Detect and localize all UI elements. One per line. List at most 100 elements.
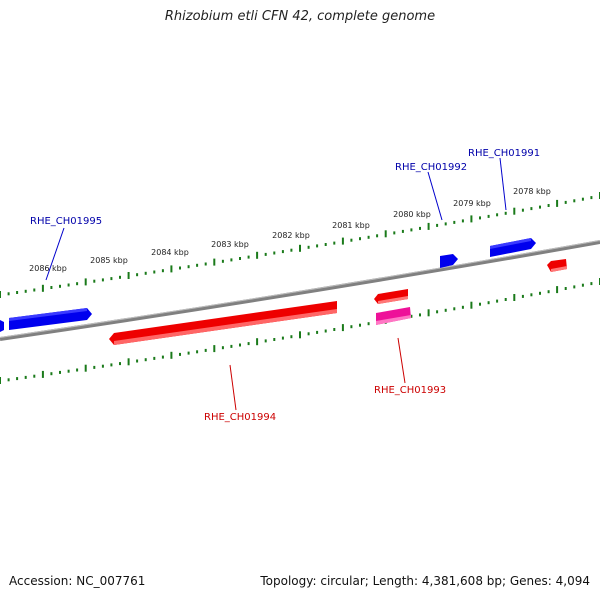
gene-labels: RHE_CH01995 RHE_CH01992 RHE_CH01991 RHE_…: [30, 148, 540, 423]
major-tick: [0, 291, 1, 298]
genome-backbone-highlight: [0, 240, 600, 338]
major-tick: [213, 258, 216, 266]
minor-tick: [196, 350, 199, 354]
major-tick: [513, 207, 516, 215]
minor-tick: [444, 222, 447, 226]
minor-tick: [564, 287, 567, 290]
minor-tick: [410, 228, 413, 232]
genome-backbone: [0, 240, 600, 341]
minor-tick: [7, 292, 10, 296]
leader-rhe-ch01991: [499, 157, 507, 211]
major-tick: [341, 324, 344, 332]
minor-tick: [521, 208, 524, 212]
accession-text: Accession: NC_007761: [9, 574, 146, 588]
minor-tick: [204, 348, 207, 352]
gene-rhe-ch01992[interactable]: [440, 254, 458, 268]
major-tick: [384, 230, 387, 238]
major-tick: [427, 309, 430, 317]
minor-tick: [290, 248, 293, 252]
gene-rhe-ch01991[interactable]: [490, 238, 536, 257]
minor-tick: [179, 266, 181, 270]
gene-label-rhe-ch01994[interactable]: RHE_CH01994: [204, 412, 276, 423]
minor-tick: [264, 252, 267, 256]
minor-tick: [281, 250, 284, 254]
minor-tick: [50, 286, 53, 289]
kbp-label: 2081 kbp: [332, 221, 370, 230]
minor-tick: [401, 229, 404, 233]
minor-tick: [590, 196, 593, 200]
minor-tick: [7, 378, 10, 382]
minor-tick: [436, 223, 439, 227]
minor-tick: [410, 314, 413, 318]
minor-tick: [187, 351, 190, 355]
major-tick: [84, 364, 87, 372]
minor-tick: [376, 234, 379, 238]
major-tick: [513, 294, 516, 301]
minor-tick: [461, 219, 464, 223]
major-tick: [0, 377, 1, 384]
minor-tick: [547, 290, 550, 294]
minor-tick: [119, 275, 121, 279]
gene-rhe-ch01993[interactable]: [376, 307, 411, 325]
forward-tick-track: [0, 192, 600, 298]
leader-rhe-ch01993: [397, 337, 406, 384]
minor-tick: [479, 216, 481, 220]
minor-tick: [93, 279, 96, 283]
minor-tick: [230, 258, 233, 262]
gene-label-rhe-ch01992[interactable]: RHE_CH01992: [395, 162, 467, 173]
gene-leader-lines: [45, 157, 507, 411]
kbp-labels: 2086 kbp 2085 kbp 2084 kbp 2083 kbp 2082…: [29, 187, 551, 273]
map-title: Rhizobium etli CFN 42, complete genome: [164, 9, 436, 24]
minor-tick: [504, 211, 507, 215]
minor-tick: [24, 289, 27, 293]
major-tick: [213, 345, 216, 353]
minor-tick: [179, 352, 181, 356]
minor-tick: [487, 214, 490, 218]
minor-tick: [221, 346, 224, 350]
major-tick: [127, 358, 130, 366]
gene-rhe-ch01994[interactable]: [109, 301, 337, 345]
minor-tick: [50, 372, 53, 376]
kbp-label: 2086 kbp: [29, 264, 67, 273]
minor-tick: [273, 338, 276, 341]
minor-tick: [247, 342, 250, 346]
minor-tick: [333, 241, 336, 245]
major-tick: [470, 301, 473, 309]
minor-tick: [101, 364, 104, 368]
minor-tick: [59, 370, 61, 374]
major-tick: [427, 222, 430, 230]
gene-rhe-ch01995[interactable]: [9, 308, 92, 330]
minor-tick: [59, 284, 61, 288]
minor-tick: [16, 291, 19, 294]
gene-reverse-small[interactable]: [374, 289, 408, 304]
minor-tick: [530, 207, 533, 211]
minor-tick: [247, 255, 250, 259]
minor-tick: [393, 231, 396, 235]
major-tick: [341, 237, 344, 245]
major-tick: [556, 199, 559, 207]
gene-label-rhe-ch01995[interactable]: RHE_CH01995: [30, 216, 102, 227]
minor-tick: [419, 313, 421, 317]
minor-tick: [316, 244, 319, 248]
minor-tick: [153, 270, 156, 274]
minor-tick: [196, 263, 199, 267]
leader-rhe-ch01995: [45, 227, 65, 281]
minor-tick: [307, 332, 310, 336]
gene-label-rhe-ch01991[interactable]: RHE_CH01991: [468, 148, 540, 159]
minor-tick: [367, 235, 370, 239]
gene-left-edge-forward[interactable]: [0, 320, 4, 332]
minor-tick: [496, 299, 499, 303]
minor-tick: [521, 294, 524, 298]
major-tick: [299, 244, 301, 252]
gene-right-edge-reverse[interactable]: [547, 259, 567, 272]
gene-label-rhe-ch01993[interactable]: RHE_CH01993: [374, 385, 446, 396]
minor-tick: [67, 369, 70, 373]
minor-tick: [359, 323, 361, 327]
minor-tick: [530, 293, 533, 297]
minor-tick: [230, 344, 233, 348]
minor-tick: [324, 243, 327, 246]
kbp-label: 2084 kbp: [151, 248, 189, 257]
minor-tick: [307, 245, 310, 249]
minor-tick: [136, 359, 139, 363]
major-tick: [84, 278, 87, 286]
